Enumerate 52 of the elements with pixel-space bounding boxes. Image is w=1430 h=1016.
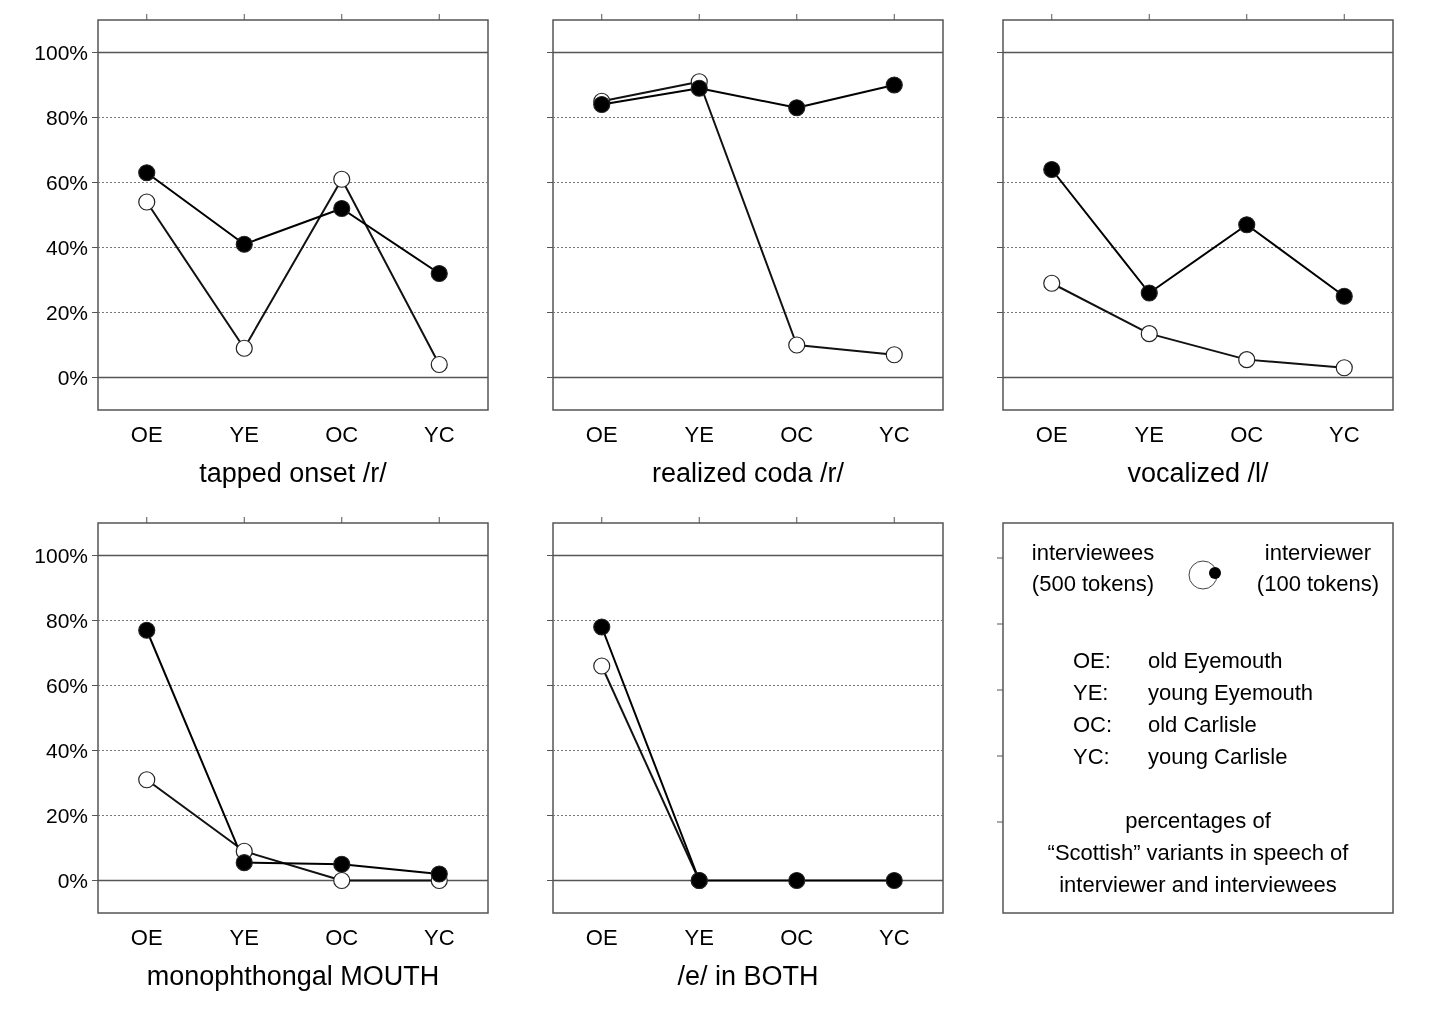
text: interviewer and interviewees <box>1059 872 1337 897</box>
text: “Scottish” variants in speech of <box>1047 840 1350 865</box>
x-tick-label: YC <box>423 422 455 447</box>
x-tick-label: OE <box>585 422 618 447</box>
y-tick-label: 60% <box>45 170 88 194</box>
x-tick-label: YE <box>229 925 259 950</box>
x-axis-title: monophthongal MOUTH <box>146 961 440 991</box>
x-tick-label: YE <box>1134 422 1164 447</box>
text: young Carlisle <box>1148 744 1288 769</box>
x-tick-label: OE <box>585 925 618 950</box>
text: (100 tokens) <box>1256 571 1380 596</box>
text: old Eyemouth <box>1148 648 1283 673</box>
x-tick-label: YE <box>684 925 714 950</box>
x-tick-label: OE <box>130 925 163 950</box>
x-tick-label: OC <box>325 422 359 447</box>
x-tick-label: YE <box>684 422 714 447</box>
y-tick-label: 20% <box>45 803 88 827</box>
text: old Carlisle <box>1148 712 1257 737</box>
y-tick-label: 40% <box>45 235 88 259</box>
x-tick-label: OC <box>780 925 814 950</box>
text: (500 tokens) <box>1031 571 1155 596</box>
text: OC: <box>1073 712 1113 737</box>
x-axis-title: tapped onset /r/ <box>199 458 388 488</box>
text: YE: <box>1073 680 1109 705</box>
text: young Eyemouth <box>1148 680 1314 705</box>
x-tick-label: YC <box>878 422 910 447</box>
y-tick-label: 100% <box>34 543 88 567</box>
text: percentages of <box>1125 808 1272 833</box>
x-tick-label: YC <box>878 925 910 950</box>
y-tick-label: 80% <box>45 608 88 632</box>
x-tick-label: OC <box>780 422 814 447</box>
x-axis-title: /e/ in BOTH <box>677 961 819 991</box>
text: YC: <box>1073 744 1110 769</box>
x-tick-label: OC <box>1230 422 1264 447</box>
x-axis-title: realized coda /r/ <box>651 458 845 488</box>
x-axis-title: vocalized /l/ <box>1127 458 1270 488</box>
y-tick-label: 0% <box>57 365 88 389</box>
x-tick-label: YC <box>423 925 455 950</box>
x-tick-label: OC <box>325 925 359 950</box>
y-tick-label: 20% <box>45 300 88 324</box>
x-tick-label: YE <box>229 422 259 447</box>
x-tick-label: YC <box>1328 422 1360 447</box>
text: OE: <box>1073 648 1111 673</box>
y-tick-label: 80% <box>45 105 88 129</box>
y-tick-label: 40% <box>45 738 88 762</box>
text: interviewees <box>1031 540 1155 565</box>
y-tick-label: 60% <box>45 673 88 697</box>
x-tick-label: OE <box>130 422 163 447</box>
x-tick-label: OE <box>1035 422 1068 447</box>
y-tick-label: 0% <box>57 868 88 892</box>
text: interviewer <box>1264 540 1372 565</box>
y-tick-label: 100% <box>34 40 88 64</box>
